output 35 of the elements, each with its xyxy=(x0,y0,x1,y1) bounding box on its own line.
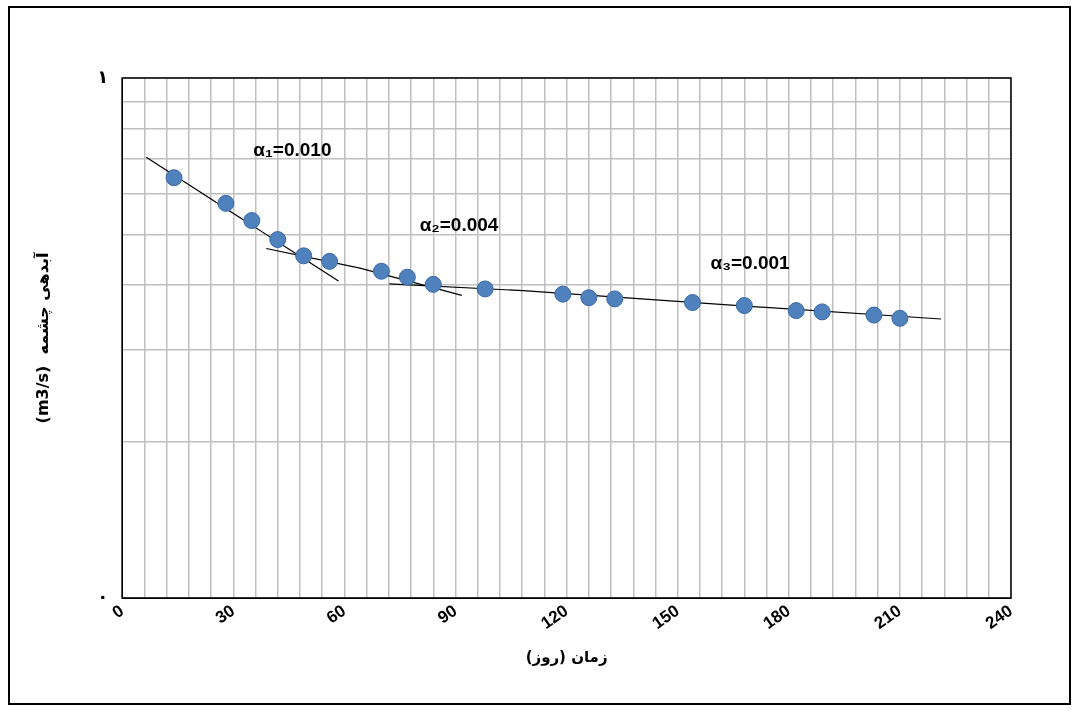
point xyxy=(424,275,442,293)
point xyxy=(865,306,883,324)
y-tick-label: ٠ xyxy=(97,585,109,607)
x-axis-title: زمان (روز) xyxy=(525,647,608,666)
point xyxy=(606,290,624,308)
point xyxy=(813,303,831,321)
x-tick-label: 120 xyxy=(537,600,572,633)
y-tick-label: ١ xyxy=(97,65,109,87)
point xyxy=(269,231,287,249)
x-tick-label: 240 xyxy=(981,600,1016,633)
point xyxy=(321,252,339,270)
x-tick-label: 150 xyxy=(648,600,683,633)
point xyxy=(580,289,598,307)
point xyxy=(217,194,235,212)
point xyxy=(554,285,572,303)
point xyxy=(165,169,183,187)
x-tick-label: 180 xyxy=(759,600,794,633)
x-tick-label: 60 xyxy=(322,600,350,628)
annotation: α₁=0.010 xyxy=(253,139,332,161)
point xyxy=(243,212,261,230)
point xyxy=(295,247,313,265)
y-axis-title: (m3/s) آبدهی چشمه xyxy=(31,252,53,424)
x-tick-label: 30 xyxy=(211,600,239,628)
x-tick-label: 210 xyxy=(870,600,905,633)
annotation: α₂=0.004 xyxy=(419,214,499,236)
x-tick-label: 0 xyxy=(108,600,128,622)
point xyxy=(398,268,416,286)
point xyxy=(684,294,702,312)
point xyxy=(735,297,753,315)
x-tick-label: 90 xyxy=(434,600,461,628)
point xyxy=(891,309,909,327)
point xyxy=(372,262,390,280)
point xyxy=(476,280,494,298)
point xyxy=(787,302,805,320)
annotation: α₃=0.001 xyxy=(710,251,791,273)
